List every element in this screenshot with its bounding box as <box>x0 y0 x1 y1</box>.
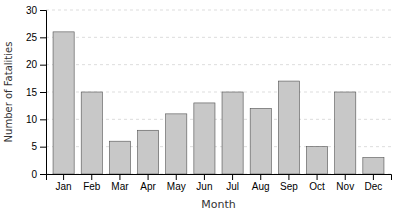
tick: Nov <box>336 174 354 192</box>
bar <box>194 103 215 174</box>
chart-container: Jan Feb Mar Apr May Jun Jul Aug Sep Oct Nov Dec 0 5 10… <box>0 0 403 214</box>
tick-mark <box>260 174 261 180</box>
grid <box>46 10 391 174</box>
tick: 10 <box>26 114 46 125</box>
tick: 20 <box>26 59 46 70</box>
bar <box>363 158 384 174</box>
tick-label: 20 <box>26 59 38 70</box>
tick-label: Dec <box>364 181 382 192</box>
tick-label: Jun <box>196 181 212 192</box>
tick-label: Sep <box>280 181 298 192</box>
tick-label: 30 <box>26 5 38 16</box>
tick-label: 10 <box>26 114 38 125</box>
bar <box>222 92 243 174</box>
tick: Jun <box>196 174 212 192</box>
bar <box>278 81 299 174</box>
grid-line <box>46 64 391 65</box>
bars <box>53 32 384 174</box>
tick-label: Aug <box>252 181 270 192</box>
grid-line <box>46 10 391 11</box>
bar <box>335 92 356 174</box>
y-axis-title: Number of Fatalities <box>3 42 14 143</box>
tick: Jan <box>56 174 72 192</box>
tick-mark <box>317 174 318 180</box>
tick-mark <box>119 174 120 180</box>
tick-label: Feb <box>83 181 101 192</box>
bar <box>138 130 159 174</box>
tick-mark <box>148 174 149 180</box>
tick: 15 <box>26 87 46 98</box>
tick: Dec <box>364 174 382 192</box>
axis-line <box>47 175 392 181</box>
tick-mark <box>232 174 233 180</box>
x-axis-title: Month <box>201 198 236 211</box>
bar <box>166 114 187 174</box>
tick-label: 0 <box>31 169 37 180</box>
tick: Aug <box>252 174 270 192</box>
tick-label: Oct <box>309 181 325 192</box>
tick-label: Apr <box>140 181 156 192</box>
tick-mark <box>40 37 46 38</box>
tick-mark <box>373 174 374 180</box>
tick-mark <box>288 174 289 180</box>
chart-svg: Jan Feb Mar Apr May Jun Jul Aug Sep Oct Nov Dec 0 5 10… <box>0 0 403 214</box>
bar <box>250 108 271 174</box>
tick-mark <box>40 119 46 120</box>
tick-mark <box>40 92 46 93</box>
tick-label: May <box>167 181 186 192</box>
tick-label: Jan <box>56 181 72 192</box>
tick: May <box>167 174 186 192</box>
x-axis: Jan Feb Mar Apr May Jun Jul Aug Sep Oct Nov Dec <box>47 174 392 192</box>
axis-line <box>40 11 47 175</box>
tick: 30 <box>26 5 46 16</box>
tick: Jul <box>226 174 239 192</box>
bar <box>307 147 328 174</box>
bar <box>109 141 130 174</box>
tick-label: 25 <box>26 32 38 43</box>
tick-mark <box>345 174 346 180</box>
tick-mark <box>91 174 92 180</box>
tick: 25 <box>26 32 46 43</box>
plot-area: Jan Feb Mar Apr May Jun Jul Aug Sep Oct Nov Dec 0 5 10… <box>26 5 392 192</box>
tick-mark <box>40 147 46 148</box>
tick: 0 <box>31 169 46 180</box>
tick: Apr <box>140 174 156 192</box>
y-axis: 0 5 10 15 20 25 30 <box>26 5 47 180</box>
tick-mark <box>204 174 205 180</box>
tick-mark <box>63 174 64 180</box>
tick: 5 <box>31 141 46 152</box>
tick-label: 15 <box>26 87 38 98</box>
tick-label: Jul <box>226 181 239 192</box>
tick-label: 5 <box>31 141 37 152</box>
tick-label: Mar <box>111 181 129 192</box>
grid-line <box>46 37 391 38</box>
tick: Mar <box>111 174 129 192</box>
tick-label: Nov <box>336 181 354 192</box>
tick-mark <box>40 174 46 175</box>
tick-mark <box>40 10 46 11</box>
bar <box>53 32 74 174</box>
tick: Oct <box>309 174 325 192</box>
tick: Sep <box>280 174 298 192</box>
tick: Feb <box>83 174 101 192</box>
tick-mark <box>176 174 177 180</box>
bar <box>81 92 102 174</box>
tick-mark <box>40 65 46 66</box>
